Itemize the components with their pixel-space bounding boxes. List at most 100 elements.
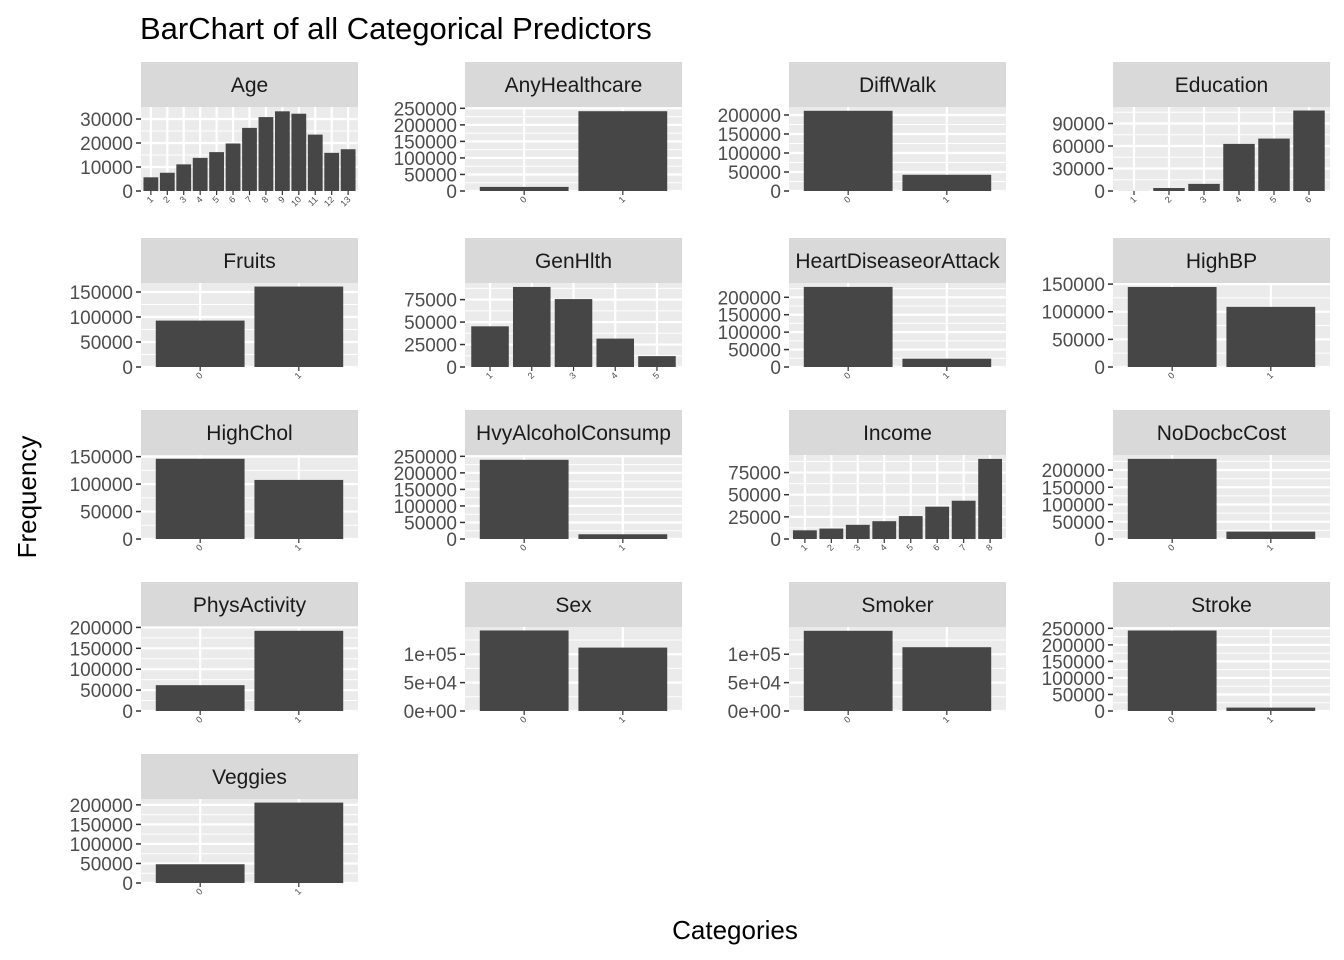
bar-age-11 bbox=[307, 134, 323, 191]
bar-smoker-1 bbox=[902, 647, 992, 711]
y-tick-label: 200000 bbox=[1042, 461, 1105, 482]
x-tick-label: 7 bbox=[957, 542, 968, 553]
y-tick-label: 200000 bbox=[70, 796, 133, 817]
y-tick-label: 150000 bbox=[70, 283, 133, 304]
facet-strip bbox=[789, 62, 1006, 107]
y-tick-label: 50000 bbox=[404, 313, 457, 334]
bar-nodocbccost-1 bbox=[1226, 531, 1316, 539]
y-tick-label: 25000 bbox=[728, 508, 781, 529]
x-tick-label: 0 bbox=[1166, 370, 1177, 381]
y-tick-label: 150000 bbox=[1042, 478, 1105, 499]
y-tick-label: 100000 bbox=[1042, 496, 1105, 517]
facet-title: GenHlth bbox=[535, 250, 612, 273]
bar-diffwalk-1 bbox=[902, 174, 992, 191]
facet-title: HighBP bbox=[1186, 250, 1257, 273]
y-tick-label: 0 bbox=[770, 182, 781, 203]
y-tick-label: 250000 bbox=[394, 99, 457, 120]
y-tick-label: 150000 bbox=[718, 125, 781, 146]
x-tick-label: 11 bbox=[306, 194, 320, 208]
x-axis-title: Categories bbox=[672, 915, 798, 945]
facet-title: Income bbox=[863, 422, 932, 445]
y-tick-label: 5e+04 bbox=[404, 674, 458, 695]
y-tick-label: 150000 bbox=[1042, 275, 1105, 296]
bar-education-2 bbox=[1153, 188, 1185, 191]
facet-title: HvyAlcoholConsump bbox=[476, 422, 671, 445]
x-tick-label: 1 bbox=[617, 194, 628, 205]
facet-title: HeartDiseaseorAttack bbox=[795, 250, 1000, 273]
y-tick-label: 30000 bbox=[80, 110, 133, 131]
x-tick-label: 1 bbox=[293, 886, 304, 897]
facet-title: PhysActivity bbox=[193, 594, 307, 617]
bar-income-2 bbox=[819, 528, 844, 539]
x-tick-label: 0 bbox=[842, 370, 853, 381]
y-tick-label: 50000 bbox=[404, 165, 457, 186]
bar-smoker-0 bbox=[803, 630, 893, 711]
y-tick-label: 0 bbox=[446, 182, 457, 203]
y-tick-label: 60000 bbox=[1052, 137, 1105, 158]
y-tick-label: 150000 bbox=[70, 639, 133, 660]
facet-anyhealthcare: AnyHealthcare050000100000150000200000250… bbox=[394, 62, 682, 205]
x-tick-label: 4 bbox=[609, 370, 620, 381]
facet-strip bbox=[465, 410, 682, 455]
y-tick-label: 50000 bbox=[80, 333, 133, 354]
x-tick-label: 3 bbox=[1198, 194, 1209, 205]
bar-sex-1 bbox=[578, 647, 668, 711]
bar-physactivity-0 bbox=[155, 685, 245, 711]
bar-income-1 bbox=[792, 530, 817, 539]
y-tick-label: 200000 bbox=[1042, 636, 1105, 657]
x-tick-label: 3 bbox=[178, 194, 189, 205]
bar-age-13 bbox=[340, 149, 356, 191]
x-tick-label: 6 bbox=[227, 194, 238, 205]
y-tick-label: 50000 bbox=[728, 486, 781, 507]
facet-title: Age bbox=[231, 74, 268, 97]
y-tick-label: 200000 bbox=[394, 464, 457, 485]
facet-title: Education bbox=[1175, 74, 1268, 97]
y-tick-label: 50000 bbox=[1052, 330, 1105, 351]
y-tick-label: 250000 bbox=[1042, 619, 1105, 640]
y-tick-label: 50000 bbox=[1052, 513, 1105, 534]
x-tick-label: 1 bbox=[145, 194, 156, 205]
y-tick-label: 100000 bbox=[70, 308, 133, 329]
bar-income-3 bbox=[845, 524, 870, 539]
bar-physactivity-1 bbox=[254, 630, 344, 711]
y-tick-label: 50000 bbox=[80, 503, 133, 524]
x-tick-label: 1 bbox=[617, 714, 628, 725]
x-tick-label: 4 bbox=[194, 194, 205, 205]
bar-veggies-0 bbox=[155, 864, 245, 883]
x-tick-label: 6 bbox=[931, 542, 942, 553]
y-tick-label: 1e+05 bbox=[728, 645, 781, 666]
facet-strip bbox=[1113, 238, 1330, 283]
bar-highchol-0 bbox=[155, 458, 245, 539]
bar-hvyalcoholconsump-1 bbox=[578, 534, 668, 539]
y-tick-label: 0 bbox=[122, 702, 133, 723]
bar-heartdiseaseorattack-0 bbox=[803, 286, 893, 367]
y-tick-label: 200000 bbox=[718, 106, 781, 127]
x-tick-label: 0 bbox=[194, 714, 205, 725]
facet-strip bbox=[141, 582, 358, 627]
y-tick-label: 90000 bbox=[1052, 115, 1105, 136]
y-axis-title: Frequency bbox=[12, 436, 42, 559]
y-tick-label: 75000 bbox=[728, 464, 781, 485]
facet-highbp: HighBP 0 50000 100000 150000 0 1 bbox=[1042, 238, 1330, 381]
x-tick-label: 1 bbox=[1265, 714, 1276, 725]
facet-highchol: HighChol 0 50000 100000 150000 0 1 bbox=[70, 410, 358, 553]
facet-strip bbox=[465, 582, 682, 627]
facet-title: Smoker bbox=[861, 594, 933, 617]
y-tick-label: 150000 bbox=[394, 480, 457, 501]
facet-strip bbox=[789, 238, 1006, 283]
y-tick-label: 200000 bbox=[70, 618, 133, 639]
x-tick-label: 5 bbox=[1268, 194, 1279, 205]
x-tick-label: 0 bbox=[842, 194, 853, 205]
y-tick-label: 50000 bbox=[1052, 685, 1105, 706]
y-tick-label: 0 bbox=[122, 182, 133, 203]
facet-strip bbox=[141, 238, 358, 283]
x-tick-label: 8 bbox=[260, 194, 271, 205]
y-tick-label: 200000 bbox=[394, 116, 457, 137]
y-tick-label: 0 bbox=[122, 530, 133, 551]
bar-heartdiseaseorattack-1 bbox=[902, 358, 992, 367]
